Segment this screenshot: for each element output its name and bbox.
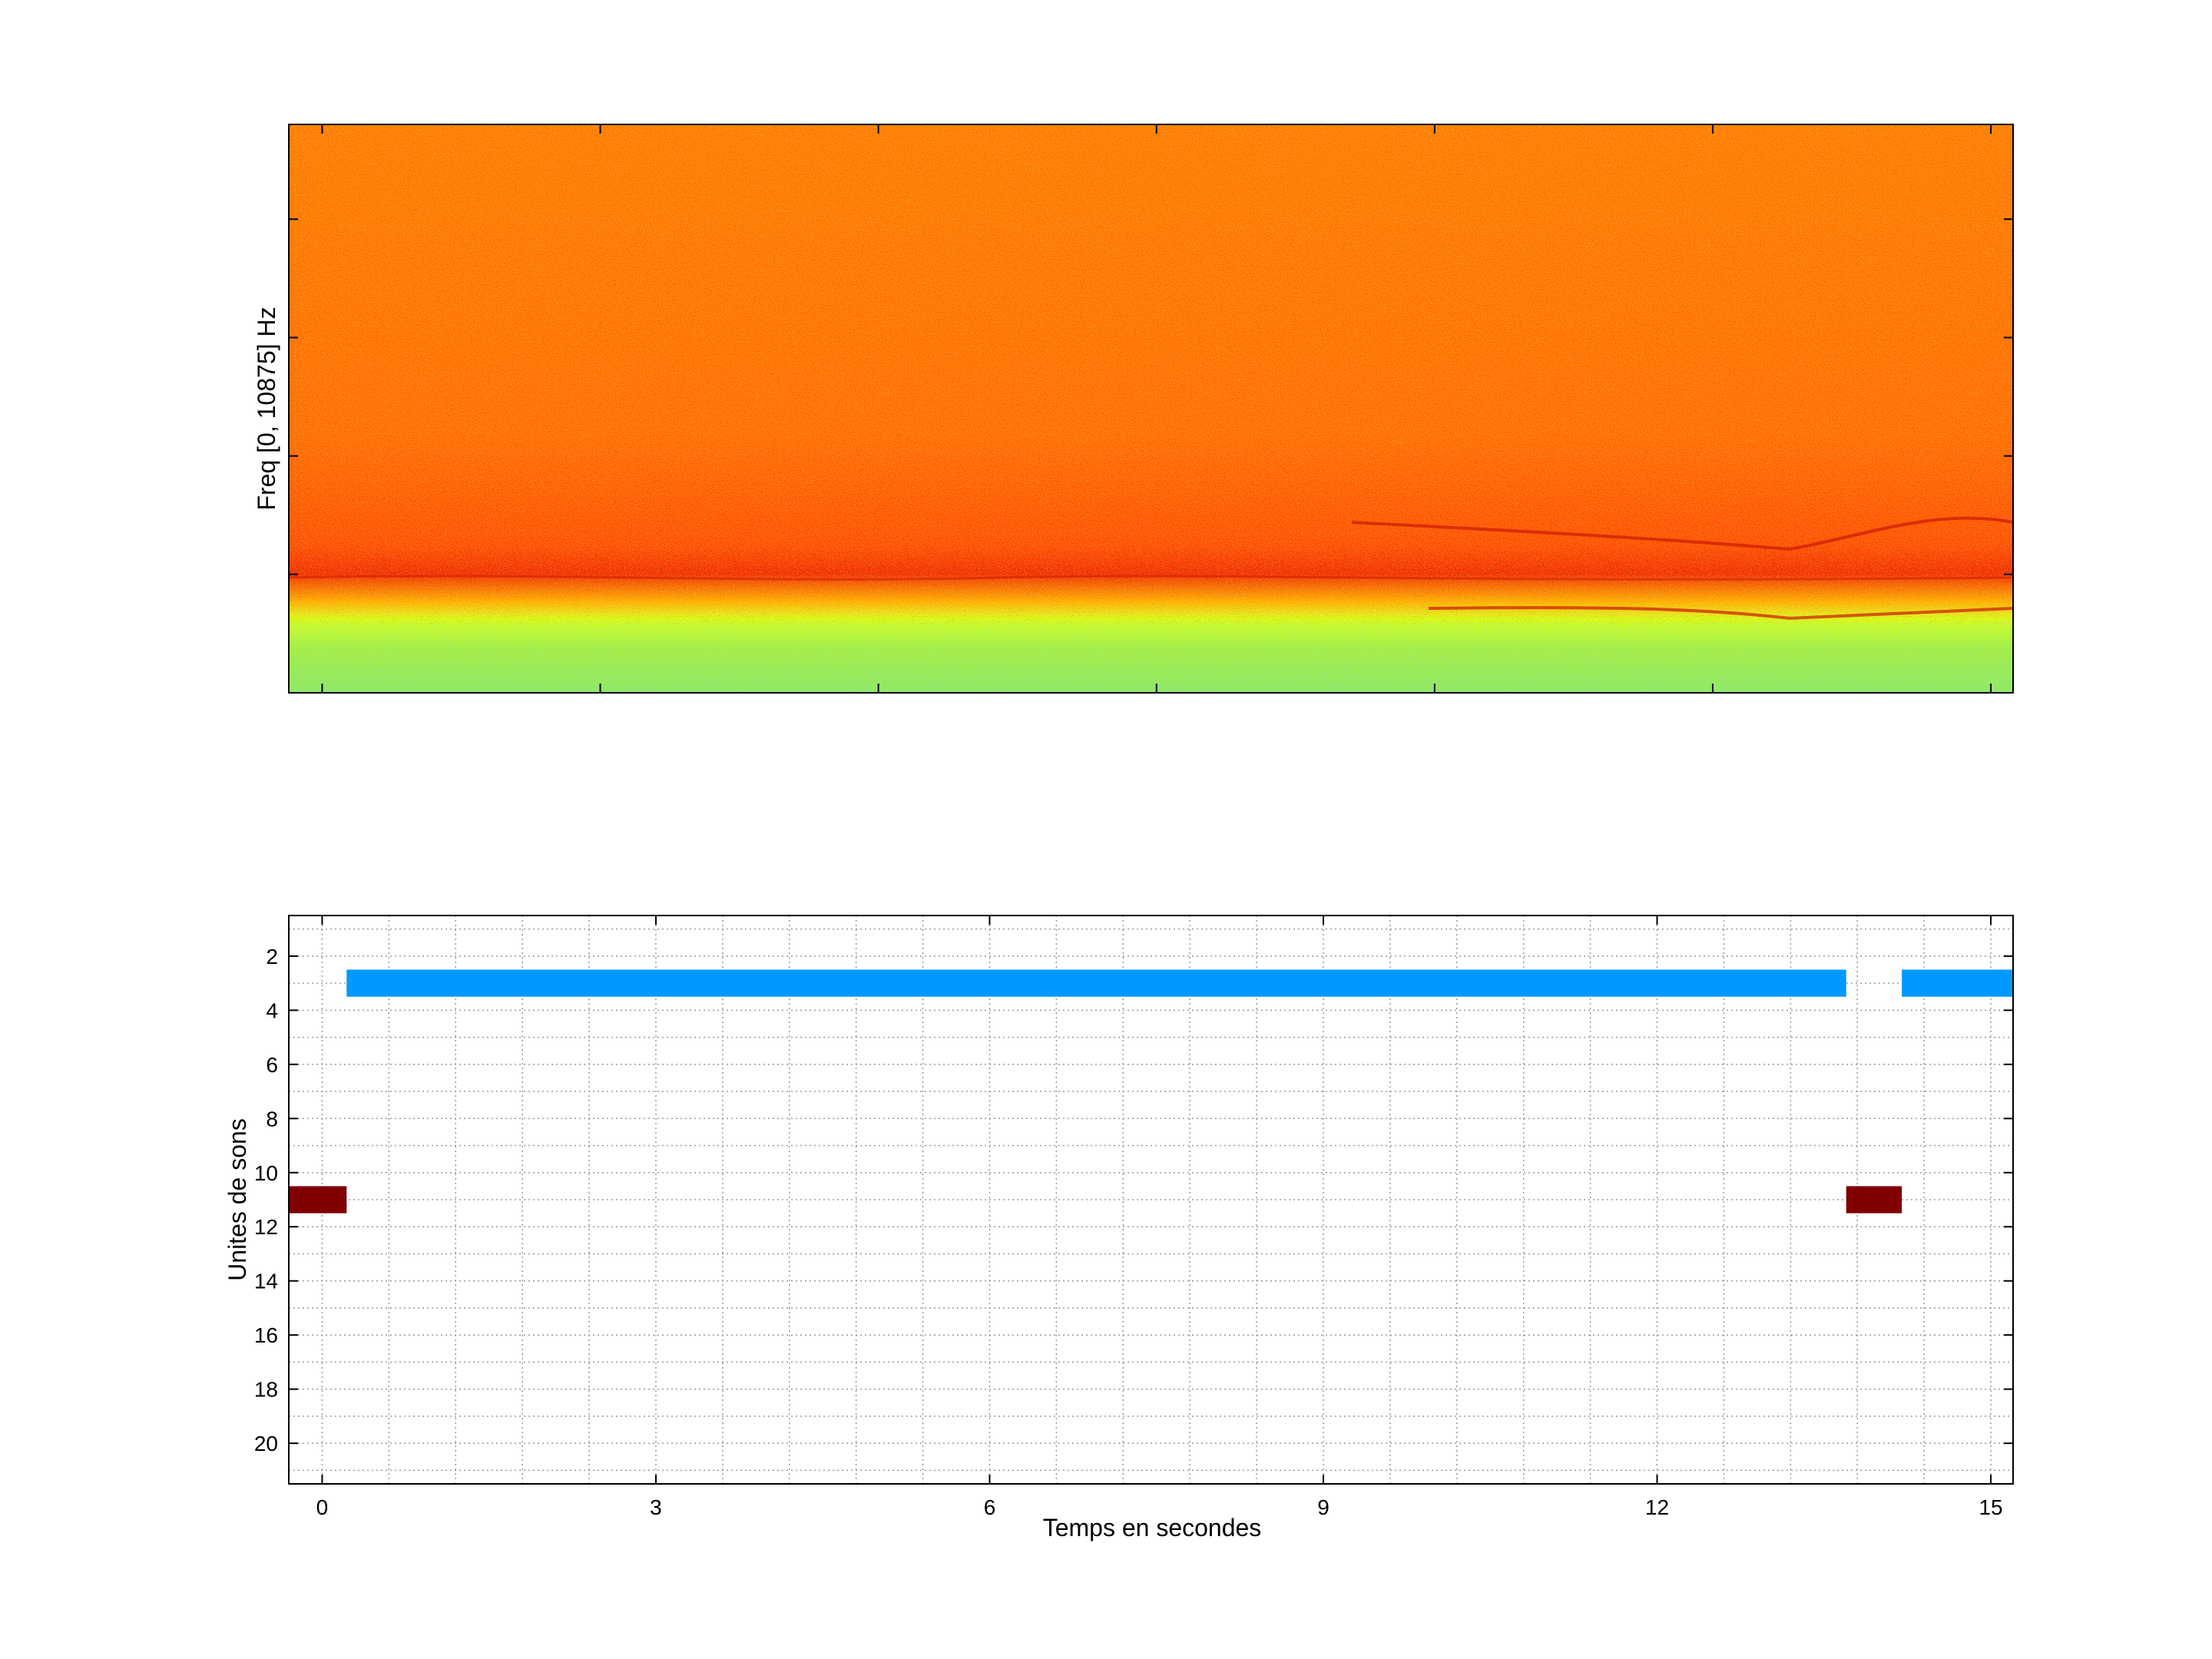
spectrogram-trace	[1428, 606, 2014, 621]
y-tick-label: 16	[254, 1323, 278, 1347]
spectrogram-speckle-cyan	[289, 622, 2013, 693]
spectrogram-trace	[1351, 516, 2014, 551]
spectrogram-trace	[288, 575, 2014, 581]
y-tick-label: 4	[266, 998, 278, 1022]
spectrogram-axes-frame	[288, 124, 2014, 694]
x-tick-label: 12	[1645, 1495, 1669, 1519]
x-tick-label: 15	[1979, 1495, 2002, 1519]
spectrogram-ticks	[289, 124, 2013, 693]
units-y-axis-label: Unites de sons	[224, 1118, 251, 1281]
y-tick-label: 2	[266, 945, 278, 969]
y-tick-label: 8	[266, 1107, 278, 1131]
sound-units-panel: 0 3 6 9 12 15 2 4 6 8 10 12 14 16 18 20 Temps en secon…	[224, 915, 2014, 1541]
y-tick-label: 6	[266, 1053, 278, 1077]
units-grid	[289, 916, 2013, 1484]
sound-unit-segment	[1846, 1186, 1902, 1214]
spectrogram-y-axis-label: Freq [0, 10875] Hz	[253, 306, 280, 510]
y-tick-label: 20	[254, 1432, 278, 1455]
y-tick-label: 10	[254, 1161, 278, 1185]
units-x-ticks: 0 3 6 9 12 15	[316, 916, 2003, 1519]
sound-unit-segment	[346, 969, 1846, 997]
units-segments	[289, 969, 2013, 1214]
y-tick-label: 18	[254, 1378, 278, 1402]
x-tick-label: 3	[650, 1495, 662, 1519]
spectrogram-speckle-red	[289, 124, 2013, 624]
sound-unit-segment	[1902, 969, 2013, 997]
units-y-ticks: 2 4 6 8 10 12 14 16 18 20	[254, 945, 2013, 1455]
sound-unit-segment	[289, 1186, 347, 1214]
x-tick-label: 9	[1317, 1495, 1330, 1519]
units-axes-frame	[288, 915, 2014, 1485]
y-tick-label: 12	[254, 1215, 278, 1239]
x-tick-label: 0	[316, 1495, 329, 1519]
spectrogram-panel: Freq [0, 10875] Hz	[253, 124, 2014, 694]
y-tick-label: 14	[254, 1270, 278, 1293]
x-tick-label: 6	[984, 1495, 996, 1519]
units-x-axis-label: Temps en secondes	[1043, 1514, 1262, 1541]
